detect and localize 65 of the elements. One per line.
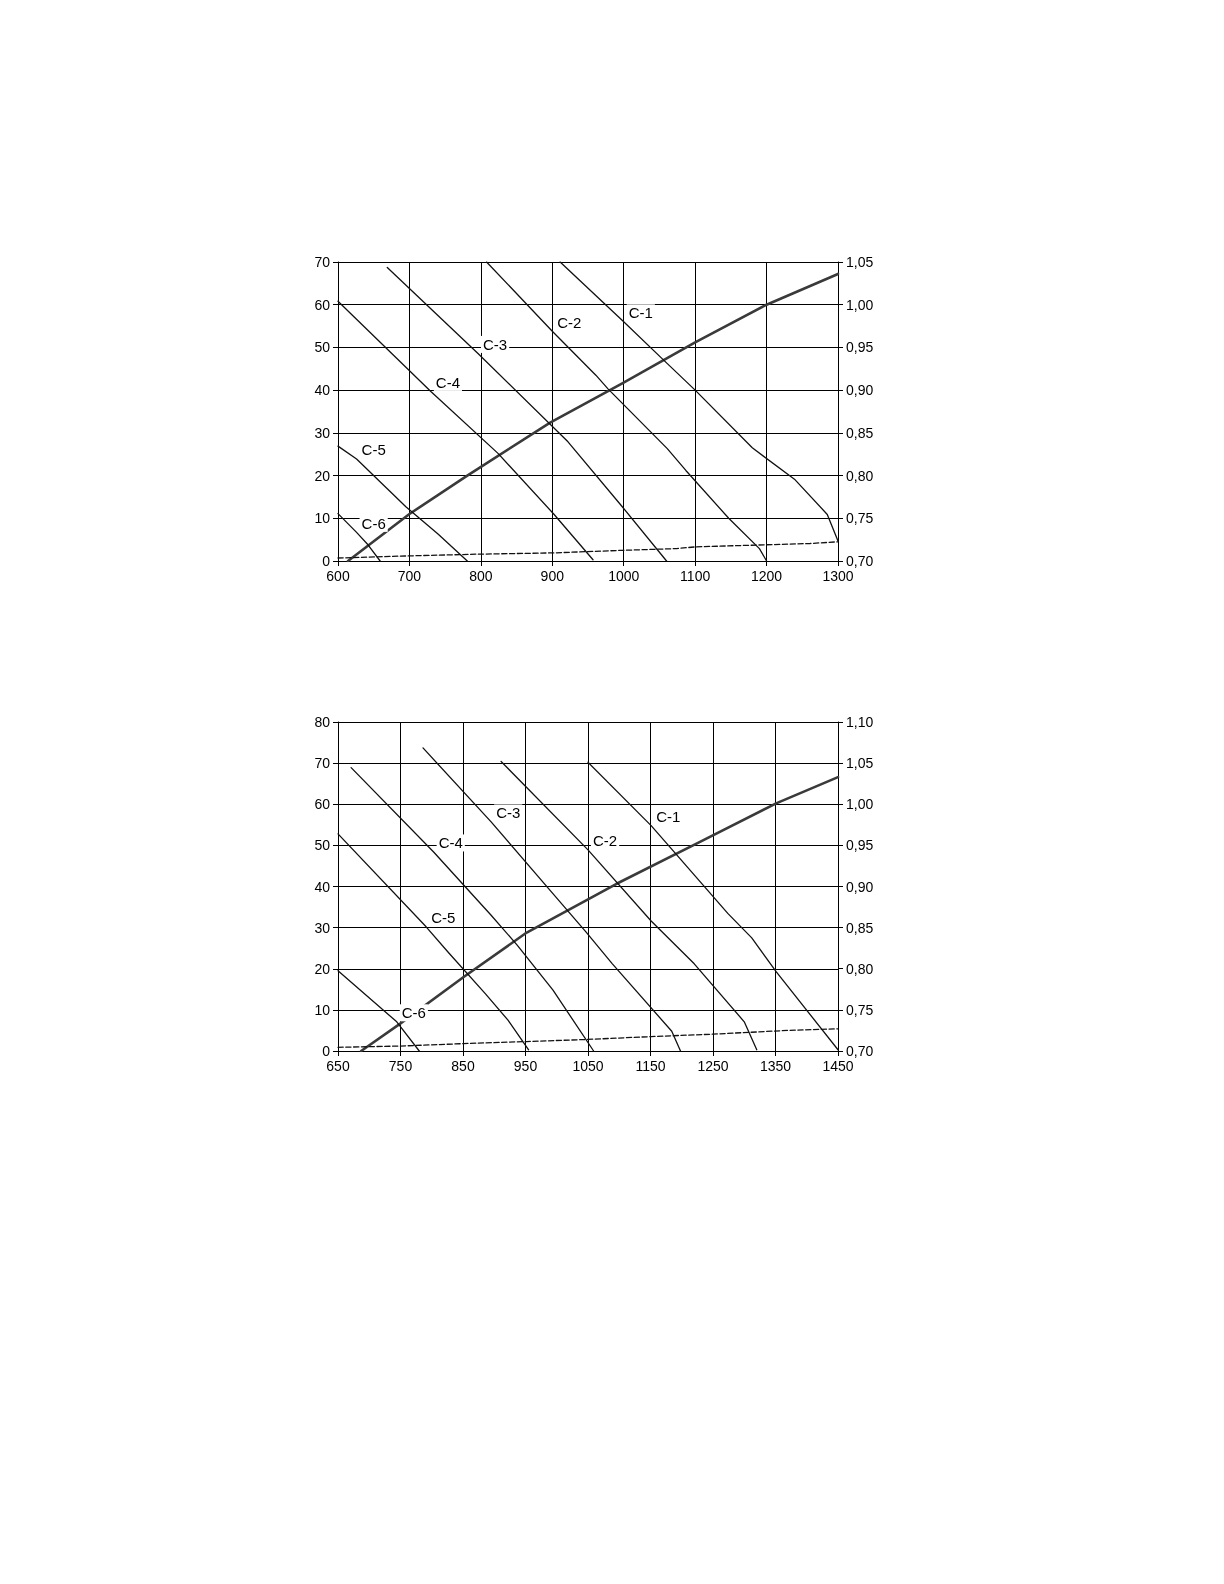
x-tick-label: 950: [513, 1058, 538, 1074]
y2-tick-label: 0,95: [846, 339, 874, 356]
x-tick-label: 1300: [822, 568, 854, 584]
y2-tick-label: 0,80: [846, 960, 874, 977]
series-label: C-2: [557, 313, 582, 331]
x-tick-label: 650: [326, 1058, 350, 1074]
y2-tick-label: 1,00: [846, 296, 874, 313]
y2-tick-label: 0,75: [846, 510, 874, 527]
y-tick-label: 0: [322, 553, 331, 569]
line-series: [359, 775, 840, 1053]
series-label: C-2: [593, 832, 618, 850]
x-tick-label: 1000: [608, 568, 640, 584]
y2-tick-label: 0,90: [846, 382, 874, 399]
y2-tick-label: 1,05: [846, 254, 874, 270]
y-tick-label: 50: [314, 837, 331, 854]
y-tick-label: 60: [314, 796, 331, 813]
x-tick-label: 1200: [750, 568, 783, 584]
series-label: C-3: [496, 804, 521, 822]
x-tick-label: 1150: [635, 1058, 666, 1074]
y2-tick-label: 0,70: [846, 1043, 874, 1059]
x-tick-label: 1050: [572, 1058, 604, 1074]
y-tick-label: 80: [314, 714, 331, 730]
y-tick-label: 70: [314, 755, 331, 772]
x-tick-label: 1450: [822, 1058, 854, 1074]
x-tick-label: 750: [388, 1058, 413, 1074]
x-tick-label: 800: [469, 568, 493, 584]
y-tick-label: 40: [314, 878, 331, 895]
y2-tick-label: 0,95: [846, 837, 874, 854]
series-label: C-1: [628, 304, 653, 322]
y2-tick-label: 0,85: [846, 424, 874, 441]
series-label: C-4: [435, 373, 461, 391]
y-tick-label: 20: [314, 467, 331, 484]
x-tick-label: 1100: [680, 568, 711, 584]
series-label: C-3: [483, 335, 508, 353]
x-tick-label: 1250: [697, 1058, 729, 1074]
y-tick-label: 70: [314, 254, 331, 270]
y-tick-label: 20: [314, 960, 331, 977]
y-tick-label: 30: [314, 424, 331, 441]
x-tick-label: 850: [451, 1058, 475, 1074]
series-label: C-1: [656, 808, 681, 826]
y2-tick-label: 0,85: [846, 919, 874, 936]
y2-tick-label: 1,10: [846, 714, 874, 730]
line-series: [346, 272, 840, 563]
y2-tick-label: 0,75: [846, 1001, 874, 1018]
y2-tick-label: 1,00: [846, 796, 874, 813]
series-label: C-5: [431, 909, 456, 927]
series-label: C-4: [438, 834, 463, 852]
y-tick-label: 0: [322, 1043, 331, 1059]
y2-tick-label: 0,80: [846, 467, 874, 484]
series-label: C-5: [361, 441, 386, 459]
x-tick-label: 700: [397, 568, 422, 584]
x-tick-label: 1350: [759, 1058, 792, 1074]
y-tick-label: 10: [314, 510, 331, 527]
y-tick-label: 30: [314, 919, 331, 936]
y2-tick-label: 0,70: [846, 553, 874, 569]
x-tick-label: 900: [540, 568, 565, 584]
y-tick-label: 10: [314, 1001, 331, 1018]
series-label: C-6: [361, 514, 386, 532]
y-tick-label: 60: [314, 296, 331, 313]
y2-tick-label: 1,05: [846, 755, 874, 772]
x-tick-label: 600: [326, 568, 350, 584]
y2-tick-label: 0,90: [846, 878, 874, 895]
y-tick-label: 40: [314, 382, 331, 399]
series-label: C-6: [401, 1004, 426, 1022]
y-tick-label: 50: [314, 339, 331, 356]
